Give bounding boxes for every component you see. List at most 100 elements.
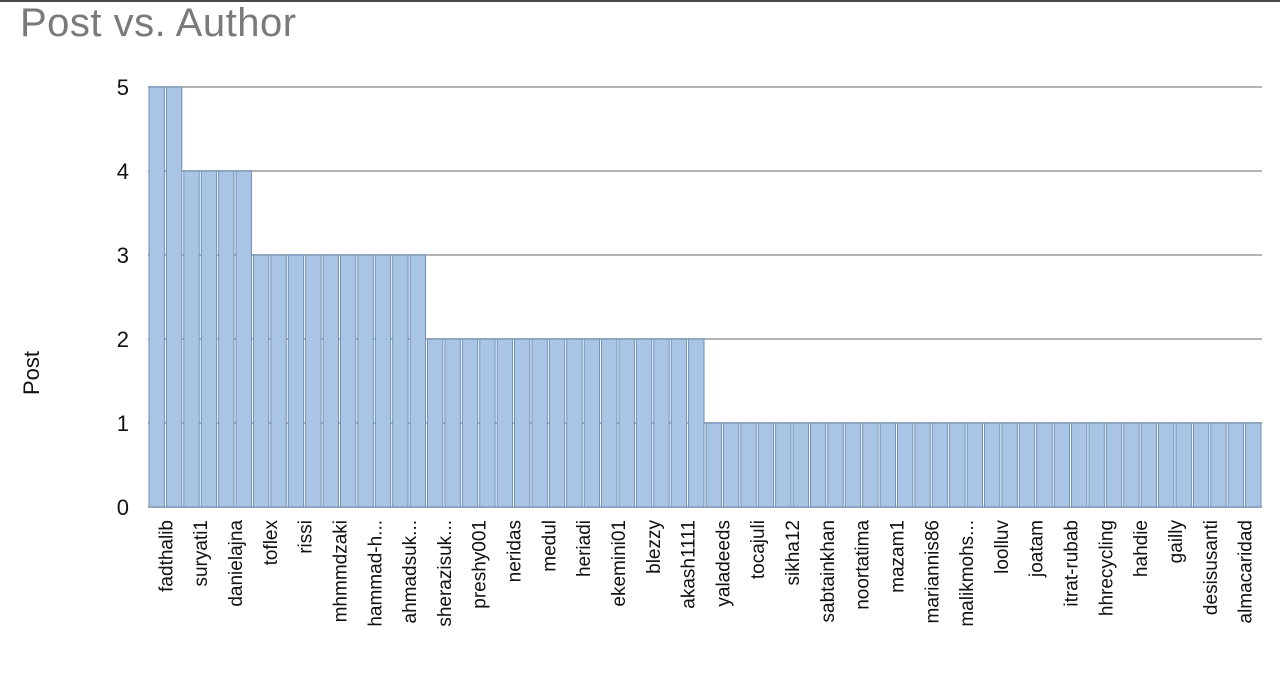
bar bbox=[1158, 422, 1175, 508]
bar bbox=[183, 170, 200, 508]
bar bbox=[862, 422, 879, 508]
bars bbox=[148, 86, 1262, 508]
bar bbox=[1175, 422, 1192, 508]
bar bbox=[688, 338, 705, 508]
x-tick-label: rissi bbox=[296, 520, 317, 554]
x-tick-label: danielajna bbox=[226, 520, 247, 607]
bar bbox=[931, 422, 949, 508]
bar bbox=[583, 338, 601, 508]
bar bbox=[1227, 422, 1245, 508]
y-tick-label: 0 bbox=[117, 495, 129, 520]
bar bbox=[722, 422, 740, 508]
top-border-line bbox=[0, 0, 1280, 2]
bar bbox=[775, 422, 792, 508]
bar bbox=[740, 422, 757, 508]
bar bbox=[287, 254, 305, 508]
bar bbox=[844, 422, 862, 508]
x-tick-label: tocajuli bbox=[748, 520, 769, 579]
x-tick-label: blezzy bbox=[644, 520, 665, 574]
bar bbox=[1140, 422, 1158, 508]
x-tick-label: sherazisuk... bbox=[435, 520, 456, 627]
x-tick-label: medul bbox=[539, 520, 560, 572]
x-tick-label: almacaridad bbox=[1236, 520, 1257, 624]
bar bbox=[444, 338, 461, 508]
bar bbox=[339, 254, 357, 508]
bar bbox=[392, 254, 409, 508]
x-tick-label: akash1111 bbox=[679, 520, 700, 609]
bar bbox=[514, 338, 531, 508]
bar bbox=[914, 422, 931, 508]
bar bbox=[705, 422, 722, 508]
bar bbox=[235, 170, 252, 508]
x-tick-label: fadthalib bbox=[156, 520, 177, 592]
bar bbox=[461, 338, 479, 508]
bar bbox=[949, 422, 966, 508]
y-tick-label: 4 bbox=[117, 159, 129, 184]
bar bbox=[1053, 422, 1071, 508]
bar bbox=[1123, 422, 1140, 508]
bar bbox=[879, 422, 896, 508]
x-tick-label: mhmmdzaki bbox=[330, 520, 351, 622]
x-tick-label: ekemini01 bbox=[609, 520, 630, 607]
bar bbox=[374, 254, 392, 508]
x-tick-label: heriadi bbox=[574, 520, 595, 577]
bar bbox=[531, 338, 548, 508]
y-axis-ticks: 0 1 2 3 4 5 bbox=[117, 75, 129, 520]
bar bbox=[827, 422, 844, 508]
bar bbox=[148, 86, 165, 508]
bar bbox=[252, 254, 270, 508]
bar bbox=[1210, 422, 1227, 508]
bar bbox=[601, 338, 618, 508]
x-tick-label: mariannis86 bbox=[922, 520, 943, 624]
bar bbox=[809, 422, 827, 508]
bar bbox=[984, 422, 1001, 508]
x-tick-label: malikmohs... bbox=[957, 520, 978, 627]
x-tick-label: preshy001 bbox=[470, 520, 491, 609]
y-tick-label: 1 bbox=[117, 411, 129, 436]
x-tick-label: yaladeeds bbox=[713, 520, 734, 607]
bar bbox=[1001, 422, 1018, 508]
x-tick-label: sikha12 bbox=[783, 520, 804, 586]
x-tick-label: gailly bbox=[1166, 520, 1187, 564]
x-tick-label: toflex bbox=[261, 520, 282, 566]
y-tick-label: 5 bbox=[117, 75, 129, 100]
bar bbox=[1036, 422, 1053, 508]
x-axis-labels: fadthalib suryati1 danielajna toflex rissi mh… bbox=[156, 520, 1256, 627]
chart-title: Post vs. Author bbox=[20, 1, 297, 45]
bar bbox=[305, 254, 322, 508]
bar bbox=[618, 338, 635, 508]
x-tick-label: suryati1 bbox=[191, 520, 212, 587]
bar bbox=[966, 422, 984, 508]
bar bbox=[1192, 422, 1210, 508]
x-tick-label: joatam bbox=[1027, 520, 1048, 578]
bar bbox=[479, 338, 496, 508]
x-tick-label: itrat-rubab bbox=[1062, 520, 1083, 607]
x-tick-label: loolluv bbox=[992, 520, 1013, 574]
bar bbox=[165, 86, 183, 508]
x-tick-label: noortatima bbox=[853, 520, 874, 610]
bar bbox=[1088, 422, 1105, 508]
bar bbox=[1105, 422, 1123, 508]
bar bbox=[566, 338, 583, 508]
x-tick-label: hammad-h... bbox=[365, 520, 386, 627]
bar bbox=[1018, 422, 1036, 508]
x-tick-label: desisusanti bbox=[1201, 520, 1222, 615]
bar bbox=[427, 338, 444, 508]
bar bbox=[548, 338, 566, 508]
y-tick-label: 3 bbox=[117, 243, 129, 268]
bar bbox=[357, 254, 374, 508]
y-tick-label: 2 bbox=[117, 327, 129, 352]
bar bbox=[1245, 422, 1262, 508]
bar bbox=[670, 338, 688, 508]
bar bbox=[200, 170, 218, 508]
bar bbox=[896, 422, 914, 508]
bar bbox=[1071, 422, 1088, 508]
bar bbox=[757, 422, 775, 508]
bar bbox=[270, 254, 287, 508]
bar bbox=[792, 422, 809, 508]
x-tick-label: mazam1 bbox=[887, 520, 908, 593]
x-tick-label: hahdie bbox=[1131, 520, 1152, 577]
bar bbox=[322, 254, 339, 508]
bar bbox=[653, 338, 670, 508]
